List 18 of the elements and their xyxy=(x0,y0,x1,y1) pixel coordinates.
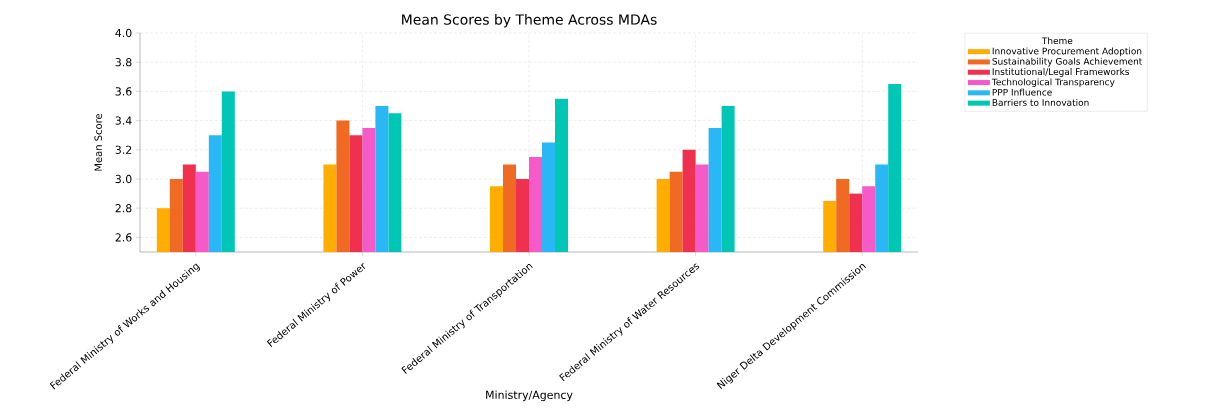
y-tick-label: 2.8 xyxy=(115,204,132,213)
chart-title: Mean Scores by Theme Across MDAs xyxy=(402,14,657,28)
y-tick-label: 3.4 xyxy=(115,116,132,125)
y-tick-label: 3.0 xyxy=(115,174,132,184)
legend-label: Innovative Procurement Adoption xyxy=(992,47,1142,57)
y-tick-label: 2.6 xyxy=(115,233,132,242)
y-tick-label: 4.0 xyxy=(115,28,132,38)
legend-title: Theme xyxy=(1041,37,1073,45)
legend-label: Technological Transparency xyxy=(991,78,1115,88)
legend-label: PPP Influence xyxy=(992,88,1052,96)
y-tick-label: 3.6 xyxy=(115,87,132,96)
legend-label: Institutional/Legal Frameworks xyxy=(992,68,1130,77)
x-axis-title: Ministry/Agency xyxy=(486,390,573,402)
legend-label: Sustainability Goals Achievement xyxy=(992,57,1143,67)
y-axis-title: Mean Score xyxy=(94,113,102,171)
legend-label: Barriers to Innovation xyxy=(992,98,1089,106)
y-tick-label: 3.2 xyxy=(115,145,132,154)
y-tick-label: 3.8 xyxy=(115,58,132,67)
